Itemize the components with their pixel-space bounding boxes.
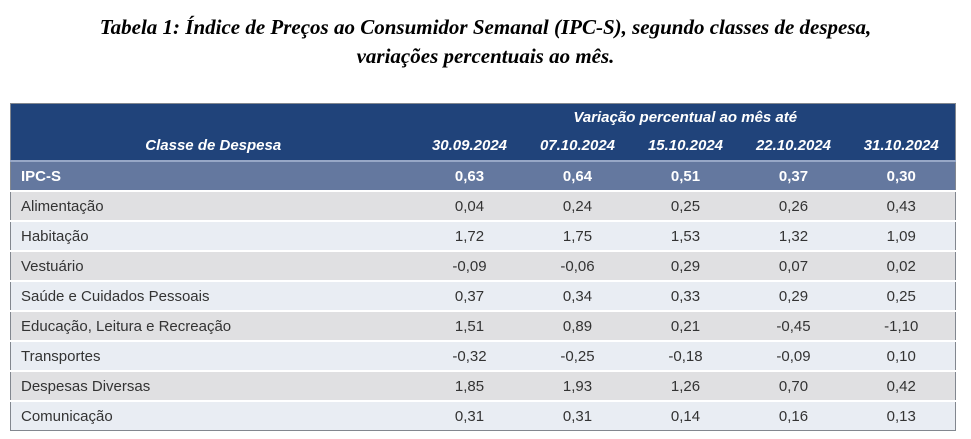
date-header: 22.10.2024 [739, 130, 848, 161]
table-row-educacao: Educação, Leitura e Recreação 1,51 0,89 … [10, 311, 956, 341]
value-cell: 0,70 [778, 377, 809, 395]
ipcs-table: Variação percentual ao mês até Classe de… [10, 103, 956, 431]
table-row-habitacao: Habitação 1,72 1,75 1,53 1,32 1,09 [10, 221, 956, 251]
value-cell: 0,13 [886, 407, 916, 425]
value-cell: 0,43 [886, 197, 916, 215]
group-header: Variação percentual ao mês até [415, 103, 956, 130]
row-label: Transportes [21, 347, 101, 365]
row-label: Vestuário [21, 257, 84, 275]
value-cell: 0,29 [670, 257, 701, 275]
table-row-vestuario: Vestuário -0,09 -0,06 0,29 0,07 0,02 [10, 251, 956, 281]
value-cell: 1,75 [562, 227, 593, 245]
value-cell: 0,25 [670, 197, 701, 215]
value-cell: 0,64 [562, 167, 593, 185]
value-cell: 0,10 [886, 347, 916, 365]
value-cell: 1,26 [670, 377, 701, 395]
table-header: Variação percentual ao mês até Classe de… [10, 103, 956, 161]
table-row-saude: Saúde e Cuidados Pessoais 0,37 0,34 0,33… [10, 281, 956, 311]
value-cell: 0,07 [778, 257, 809, 275]
value-cell: -1,10 [884, 317, 919, 335]
table-row-despesas-diversas: Despesas Diversas 1,85 1,93 1,26 0,70 0,… [10, 371, 956, 401]
value-cell: 0,33 [670, 287, 701, 305]
value-cell: 0,04 [454, 197, 485, 215]
row-label: Educação, Leitura e Recreação [21, 317, 232, 335]
table-title: Tabela 1: Índice de Preços ao Consumidor… [30, 13, 941, 71]
value-cell: -0,25 [560, 347, 595, 365]
value-cell: 0,51 [670, 167, 701, 185]
row-label: Alimentação [21, 197, 104, 215]
value-cell: 0,42 [886, 377, 916, 395]
value-cell: 0,26 [778, 197, 809, 215]
value-cell: 0,14 [670, 407, 701, 425]
group-header-row: Variação percentual ao mês até [10, 103, 956, 130]
value-cell: -0,09 [776, 347, 811, 365]
value-cell: -0,06 [560, 257, 595, 275]
value-cell: 0,29 [778, 287, 809, 305]
value-cell: 0,34 [562, 287, 593, 305]
value-cell: 1,32 [778, 227, 809, 245]
table-row-comunicacao: Comunicação 0,31 0,31 0,14 0,16 0,13 [10, 401, 956, 431]
date-header: 30.09.2024 [415, 130, 524, 161]
table-title-line2: variações percentuais ao mês. [356, 44, 615, 68]
value-cell: 0,24 [562, 197, 593, 215]
value-cell: 0,31 [562, 407, 593, 425]
value-cell: 1,93 [562, 377, 593, 395]
row-label: IPC-S [21, 167, 62, 185]
date-header: 07.10.2024 [523, 130, 632, 161]
value-cell: 0,21 [670, 317, 701, 335]
value-cell: 1,72 [454, 227, 485, 245]
class-column-header: Classe de Despesa [10, 130, 416, 161]
value-cell: 1,51 [454, 317, 485, 335]
value-cell: -0,18 [668, 347, 703, 365]
value-cell: 1,85 [454, 377, 485, 395]
row-label: Saúde e Cuidados Pessoais [21, 287, 210, 305]
value-cell: 0,02 [886, 257, 916, 275]
value-cell: 0,31 [454, 407, 485, 425]
table-row-transportes: Transportes -0,32 -0,25 -0,18 -0,09 0,10 [10, 341, 956, 371]
value-cell: 0,37 [778, 167, 809, 185]
date-header: 15.10.2024 [631, 130, 740, 161]
corner-cell [10, 103, 416, 130]
value-cell: 0,16 [778, 407, 809, 425]
value-cell: 0,89 [562, 317, 593, 335]
date-header: 31.10.2024 [847, 130, 956, 161]
row-label: Habitação [21, 227, 89, 245]
value-cell: 0,37 [454, 287, 485, 305]
value-cell: -0,09 [452, 257, 487, 275]
value-cell: 0,63 [454, 167, 485, 185]
row-label: Despesas Diversas [21, 377, 151, 395]
table-row-ipcs: IPC-S 0,63 0,64 0,51 0,37 0,30 [10, 161, 956, 191]
table-row-alimentacao: Alimentação 0,04 0,24 0,25 0,26 0,43 [10, 191, 956, 221]
value-cell: 1,09 [886, 227, 916, 245]
value-cell: -0,45 [776, 317, 811, 335]
value-cell: 0,30 [886, 167, 916, 185]
table-title-line1: Tabela 1: Índice de Preços ao Consumidor… [99, 15, 872, 39]
value-cell: 0,25 [886, 287, 916, 305]
value-cell: -0,32 [452, 347, 487, 365]
column-header-row: Classe de Despesa 30.09.2024 07.10.2024 … [10, 130, 956, 161]
row-label: Comunicação [21, 407, 113, 425]
value-cell: 1,53 [670, 227, 701, 245]
